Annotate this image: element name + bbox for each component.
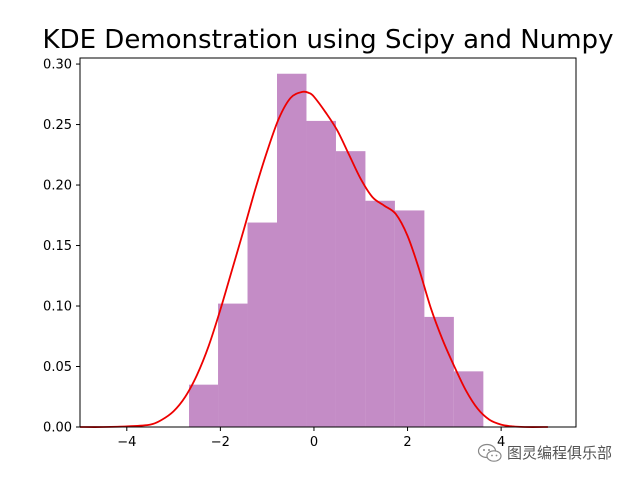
y-tick-label: 0.05 bbox=[43, 360, 72, 375]
y-tick-label: 0.10 bbox=[43, 300, 72, 315]
y-tick-label: 0.20 bbox=[43, 179, 72, 194]
histogram-bar bbox=[247, 222, 277, 427]
histogram-bar bbox=[453, 371, 484, 427]
histogram-bar bbox=[424, 316, 454, 427]
x-tick-label: −4 bbox=[117, 435, 136, 450]
histogram-bar bbox=[218, 303, 248, 427]
histogram-bar bbox=[365, 200, 395, 427]
plot-frame bbox=[79, 57, 577, 428]
chart-title: KDE Demonstration using Scipy and Numpy bbox=[43, 25, 614, 55]
watermark-text: 图灵编程俱乐部 bbox=[507, 444, 613, 462]
wechat-icon bbox=[477, 443, 502, 462]
watermark: 图灵编程俱乐部 bbox=[477, 442, 612, 463]
x-tick-label: −2 bbox=[211, 435, 230, 450]
x-tick-label: 2 bbox=[403, 435, 411, 450]
kde-line bbox=[79, 90, 548, 428]
x-tick-label: 0 bbox=[310, 435, 318, 450]
y-tick-label: 0.25 bbox=[43, 118, 72, 133]
histogram-bar bbox=[277, 73, 307, 427]
x-tick-label: 4 bbox=[497, 435, 505, 450]
y-tick-label: 0.30 bbox=[43, 58, 72, 73]
histogram-bar bbox=[306, 120, 336, 427]
y-tick-label: 0.00 bbox=[43, 421, 72, 436]
x-axis: −4 −2 0 2 4 bbox=[117, 427, 505, 450]
histogram-bar bbox=[335, 151, 366, 427]
histogram-bars bbox=[189, 73, 484, 427]
y-axis: 0.00 0.05 0.10 0.15 0.20 0.25 0.30 bbox=[43, 58, 80, 436]
histogram-bar bbox=[189, 384, 219, 427]
histogram-bar bbox=[394, 210, 425, 427]
y-tick-label: 0.15 bbox=[43, 239, 72, 254]
